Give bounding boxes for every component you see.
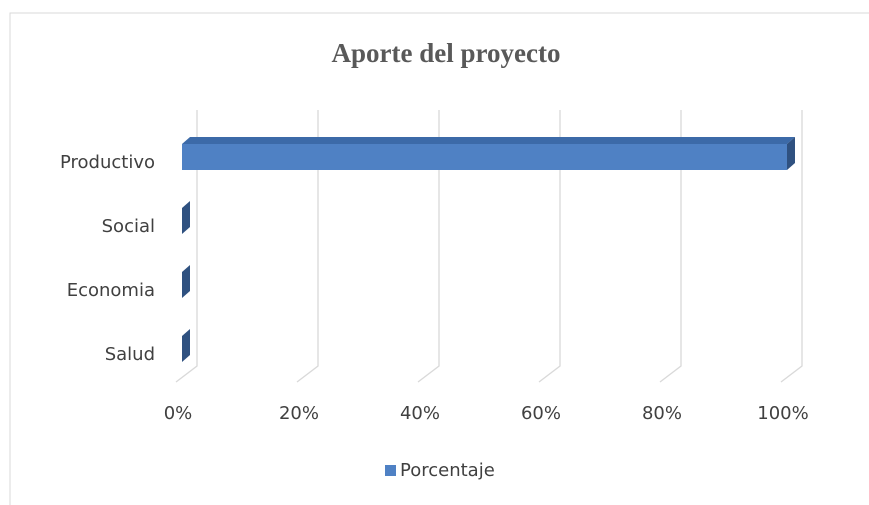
x-tick-label: 80% bbox=[642, 403, 682, 424]
y-tick-label: Social bbox=[102, 216, 155, 237]
bar-side bbox=[787, 137, 795, 170]
legend-swatch bbox=[385, 465, 396, 476]
bar bbox=[182, 144, 787, 170]
grid-line bbox=[538, 110, 561, 383]
bar-top bbox=[182, 137, 795, 144]
bar-side bbox=[182, 265, 190, 298]
y-tick-label: Salud bbox=[105, 344, 155, 365]
chart-border bbox=[9, 12, 869, 505]
bar-side bbox=[182, 201, 190, 234]
bar-side bbox=[182, 329, 190, 362]
grid-line bbox=[417, 110, 440, 383]
grid-line bbox=[296, 110, 319, 383]
y-tick-label: Productivo bbox=[60, 152, 155, 173]
x-tick-label: 100% bbox=[757, 403, 808, 424]
x-tick-label: 20% bbox=[279, 403, 319, 424]
y-tick-label: Economia bbox=[67, 280, 155, 301]
x-tick-label: 40% bbox=[400, 403, 440, 424]
chart-title: Aporte del proyecto bbox=[332, 38, 561, 68]
x-tick-label: 0% bbox=[164, 403, 193, 424]
grid-line bbox=[780, 110, 803, 383]
grid-line bbox=[659, 110, 682, 383]
grid-line bbox=[175, 110, 198, 383]
legend-label: Porcentaje bbox=[400, 460, 495, 481]
x-tick-label: 60% bbox=[521, 403, 561, 424]
